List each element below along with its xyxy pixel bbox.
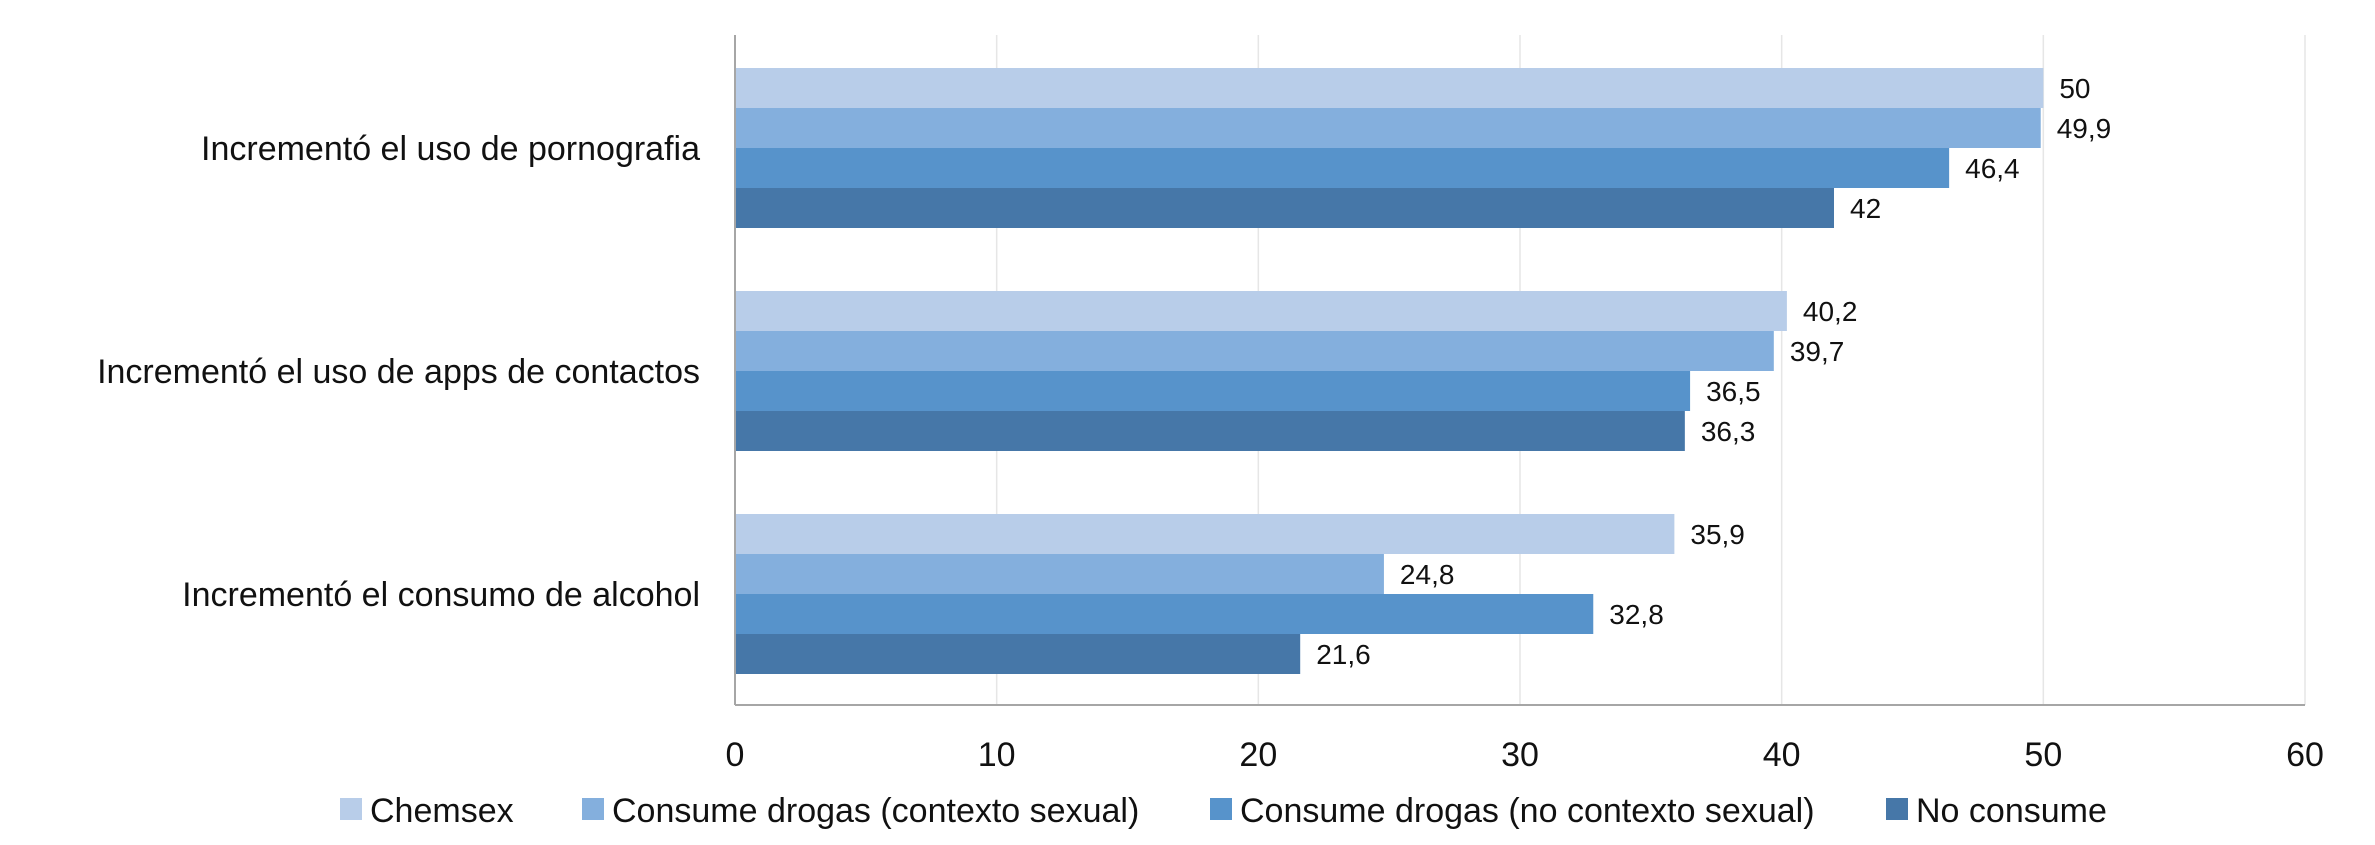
bar bbox=[735, 514, 1675, 554]
legend-label: No consume bbox=[1916, 792, 2107, 830]
bar bbox=[735, 108, 2041, 148]
bars bbox=[735, 68, 2044, 674]
data-label: 36,5 bbox=[1706, 376, 1761, 407]
category-label: Incrementó el consumo de alcohol bbox=[182, 576, 700, 614]
bar bbox=[735, 634, 1301, 674]
x-tick-label: 20 bbox=[1239, 736, 1277, 774]
bar bbox=[735, 411, 1685, 451]
x-tick-label: 50 bbox=[2024, 736, 2062, 774]
category-label: Incrementó el uso de apps de contactos bbox=[97, 353, 700, 391]
data-labels: 50 49,9 46,4 42 40,2 39,7 36,5 36,3 35,9 24,8 32,8… bbox=[1316, 73, 2111, 670]
legend-label: Chemsex bbox=[370, 792, 514, 830]
bar bbox=[735, 371, 1691, 411]
x-tick-label: 60 bbox=[2286, 736, 2324, 774]
x-tick-label: 40 bbox=[1763, 736, 1801, 774]
data-label: 24,8 bbox=[1400, 559, 1455, 590]
bar bbox=[735, 554, 1384, 594]
x-tick-label: 0 bbox=[726, 736, 745, 774]
data-label: 39,7 bbox=[1790, 336, 1845, 367]
bar bbox=[735, 594, 1594, 634]
legend-swatch bbox=[1886, 798, 1908, 820]
bar bbox=[735, 188, 1834, 228]
bar bbox=[735, 68, 2044, 108]
data-label: 49,9 bbox=[2057, 113, 2112, 144]
data-label: 36,3 bbox=[1701, 416, 1756, 447]
legend-label: Consume drogas (no contexto sexual) bbox=[1240, 792, 1815, 830]
axes bbox=[734, 35, 2305, 706]
legend: Chemsex Consume drogas (contexto sexual) C… bbox=[340, 792, 2107, 830]
data-label: 32,8 bbox=[1609, 599, 1664, 630]
data-label: 46,4 bbox=[1965, 153, 2020, 184]
bar bbox=[735, 148, 1950, 188]
data-label: 40,2 bbox=[1803, 296, 1858, 327]
data-label: 50 bbox=[2059, 73, 2090, 104]
legend-swatch bbox=[340, 798, 362, 820]
legend-swatch bbox=[582, 798, 604, 820]
x-tick-label: 10 bbox=[978, 736, 1016, 774]
bar bbox=[735, 291, 1787, 331]
bar bbox=[735, 331, 1774, 371]
category-label: Incrementó el uso de pornografia bbox=[201, 130, 700, 168]
legend-swatch bbox=[1210, 798, 1232, 820]
data-label: 35,9 bbox=[1690, 519, 1745, 550]
data-label: 42 bbox=[1850, 193, 1881, 224]
category-labels: Incrementó el uso de pornografia Incremen… bbox=[97, 130, 700, 614]
x-tick-label: 30 bbox=[1501, 736, 1539, 774]
data-label: 21,6 bbox=[1316, 639, 1371, 670]
legend-label: Consume drogas (contexto sexual) bbox=[612, 792, 1139, 830]
x-tick-labels: 0 10 20 30 40 50 60 bbox=[726, 736, 2324, 774]
